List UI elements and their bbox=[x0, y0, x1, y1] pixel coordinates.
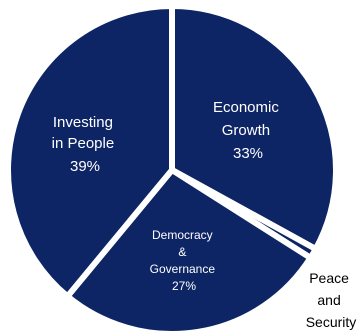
label-investing-in-people: Investing in People 39% bbox=[52, 114, 119, 175]
pie-slice-democracy-governance bbox=[63, 166, 315, 335]
pie-slice-economic-growth bbox=[169, 2, 339, 254]
pie-labels: Economic Growth 33% Investing in People … bbox=[52, 99, 357, 330]
label-peace-and-security: Peace and Security bbox=[306, 270, 357, 330]
label-democracy-governance: Democracy & Governance 27% bbox=[150, 228, 219, 293]
pie-slice-investing-in-people bbox=[5, 2, 175, 301]
pie-slices bbox=[5, 2, 339, 335]
label-economic-growth: Economic Growth 33% bbox=[213, 99, 283, 162]
